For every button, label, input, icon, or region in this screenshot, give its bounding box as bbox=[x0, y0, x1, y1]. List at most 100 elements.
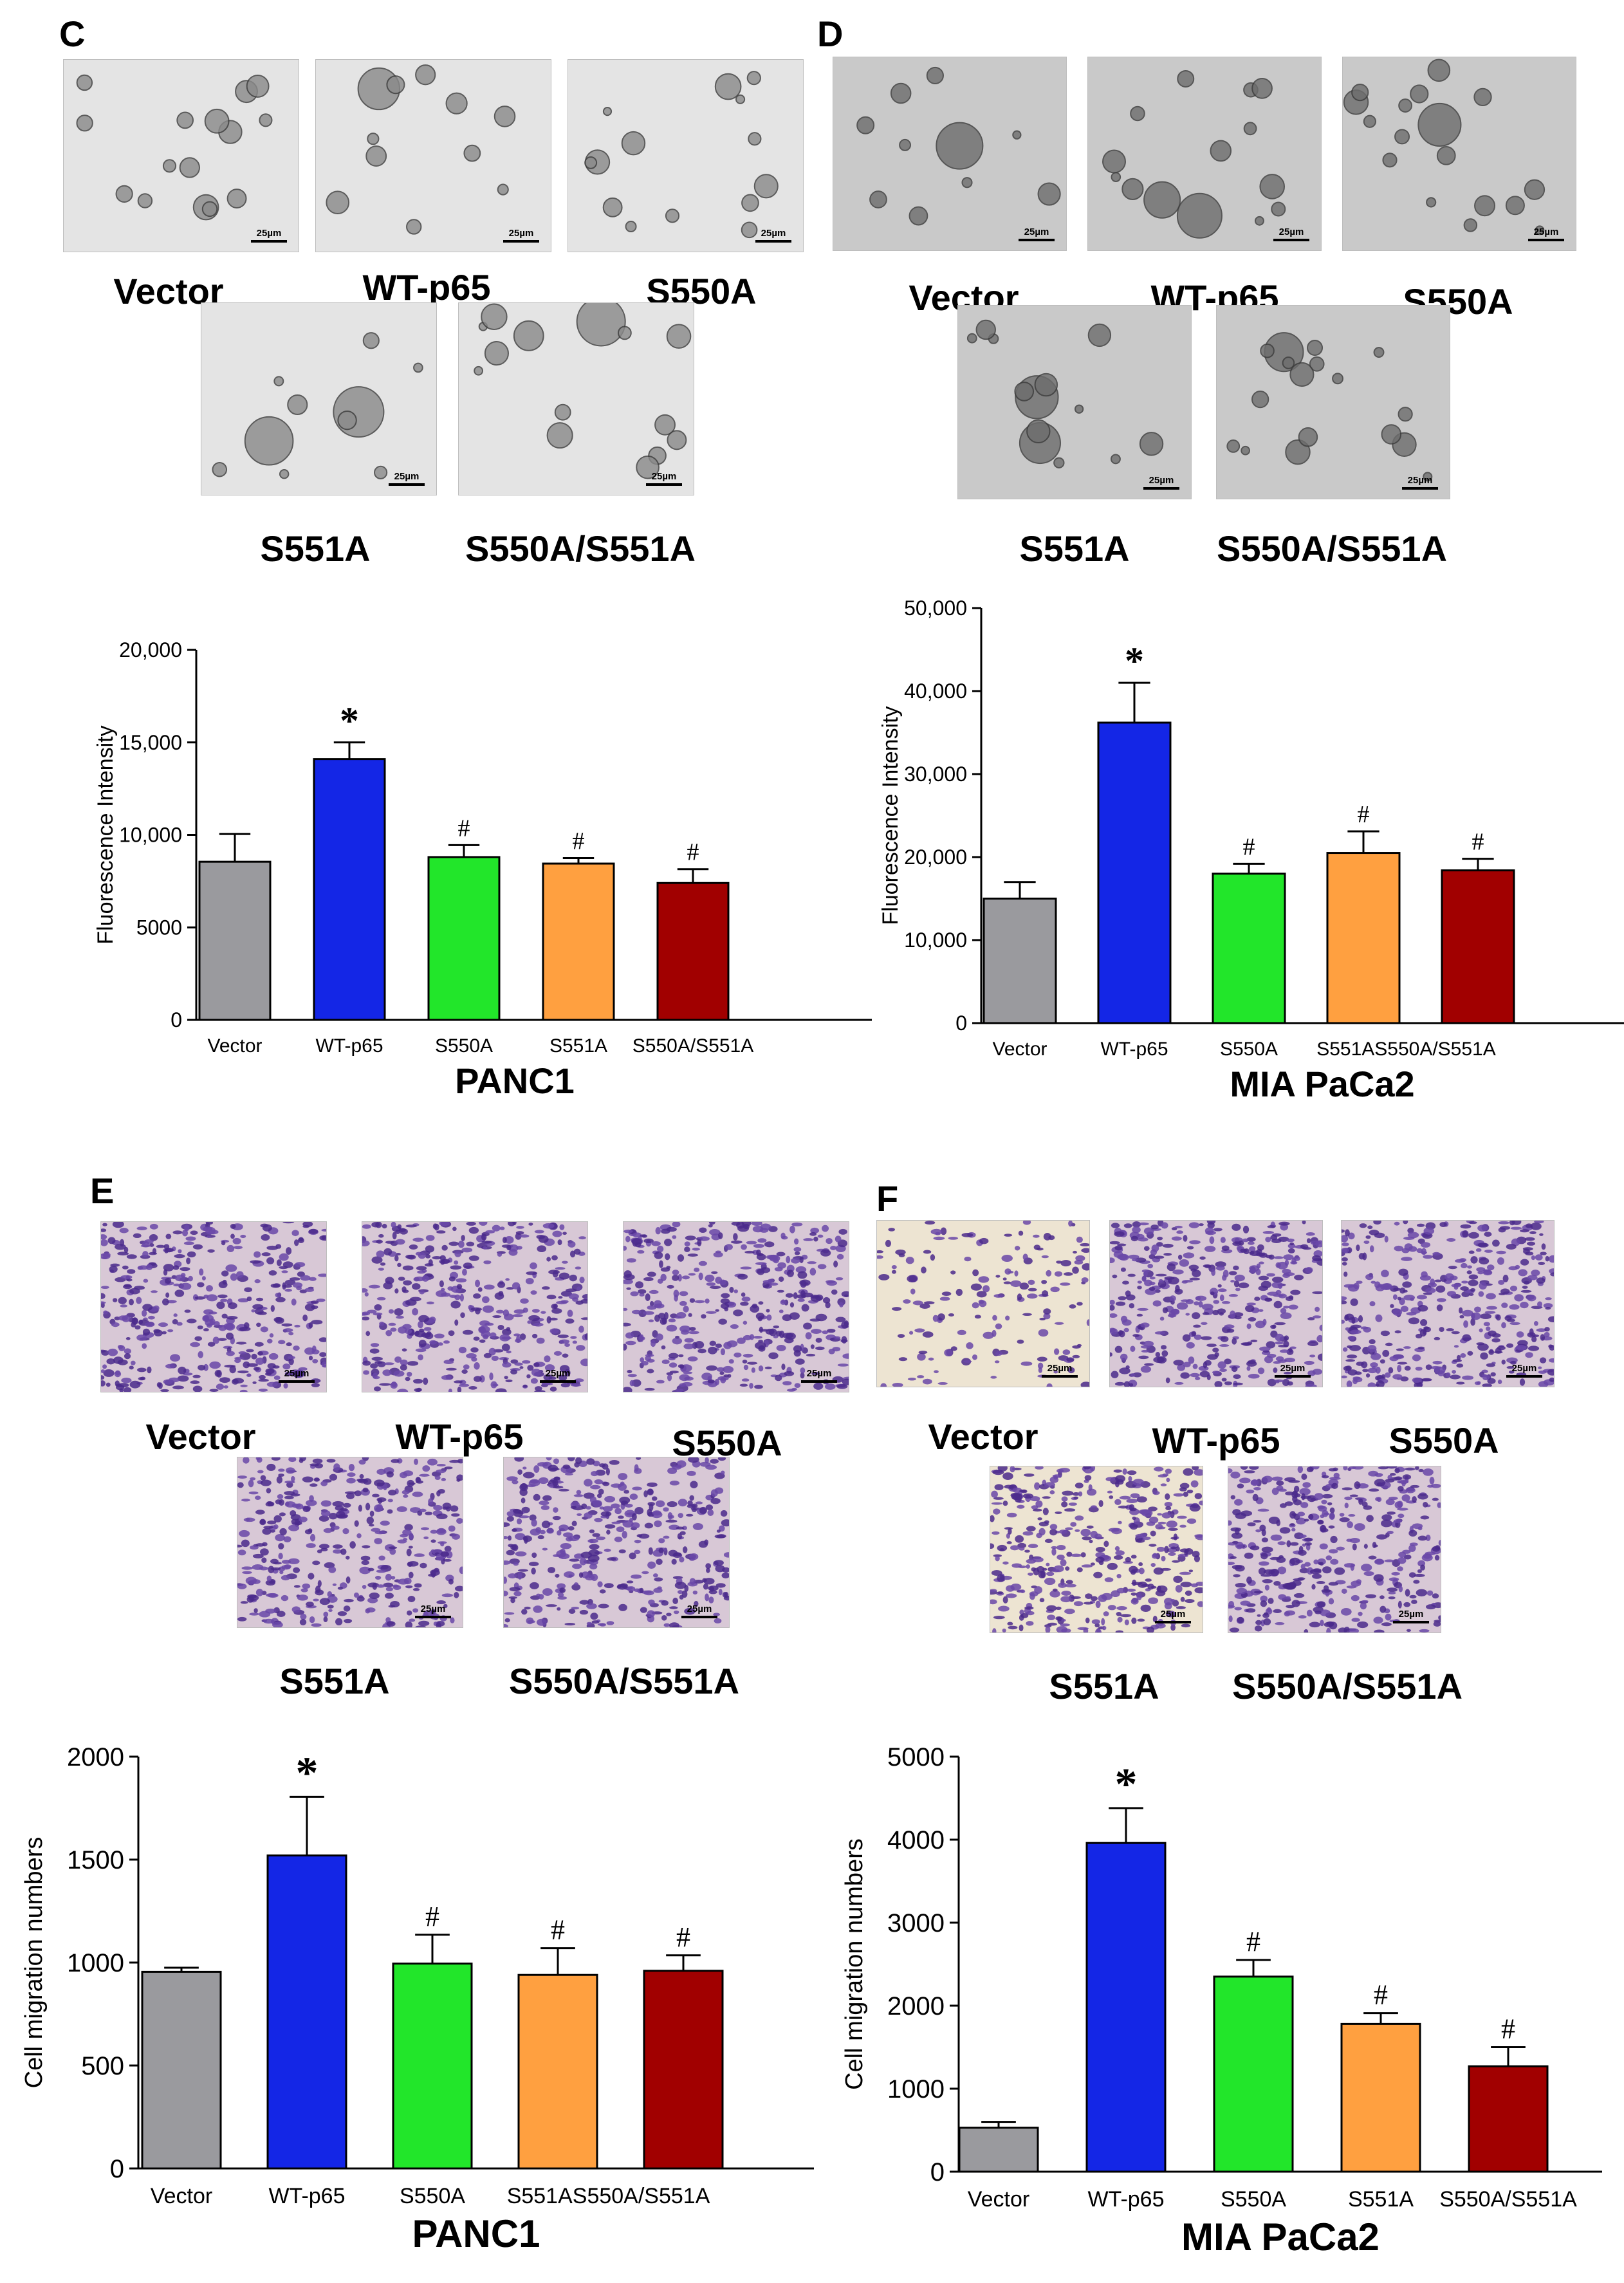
miapaca2-fluorescence-chart: 0 10,000 20,000 30,000 40,000 50,000 Fluoresce… bbox=[862, 592, 1624, 1120]
y-tick-label: 5000 bbox=[136, 916, 182, 939]
bar-vector bbox=[141, 1970, 222, 2170]
micrograph-e-s550a-s551a: 25µm bbox=[503, 1457, 730, 1628]
condition-label-e-s551a: S551A bbox=[279, 1661, 390, 1701]
condition-label-e-s550a-s551a: S550A/S551A bbox=[508, 1661, 740, 1701]
scale-bar-label: 25µm bbox=[256, 228, 282, 239]
y-axis-label: Cell migration numbers bbox=[21, 1837, 48, 2089]
significance-hash: # bbox=[551, 1914, 565, 1946]
scale-bar: 25µm bbox=[646, 471, 682, 486]
scale-bar-label: 25µm bbox=[1398, 1609, 1424, 1620]
bar-s551a bbox=[542, 862, 615, 1021]
condition-label-e-vector: Vector bbox=[145, 1416, 256, 1457]
condition-label-d-s551a: S551A bbox=[1019, 528, 1130, 569]
category-label: Vector bbox=[992, 1039, 1047, 1060]
significance-hash: # bbox=[1501, 2013, 1515, 2045]
category-label: S550A bbox=[435, 1035, 493, 1057]
scale-bar-label: 25µm bbox=[1160, 1609, 1186, 1620]
scale-bar: 25µm bbox=[279, 1368, 315, 1383]
condition-label-e-s550a: S550A bbox=[672, 1423, 782, 1463]
y-tick-label: 0 bbox=[171, 1008, 182, 1031]
category-label: S550A/S551A bbox=[632, 1035, 753, 1057]
micrograph-c-s551a: 25µm bbox=[201, 302, 437, 495]
scale-bar-label: 25µm bbox=[1511, 1363, 1537, 1374]
significance-hash: # bbox=[676, 1921, 690, 1953]
significance-star: * bbox=[340, 699, 359, 742]
scale-bar: 25µm bbox=[1528, 226, 1564, 241]
category-label: WT-p65 bbox=[315, 1035, 383, 1057]
x-axis-title: MIA PaCa2 bbox=[1181, 2215, 1379, 2259]
category-label: S550A bbox=[1220, 1039, 1278, 1060]
scale-bar: 25µm bbox=[503, 228, 539, 243]
y-tick-label: 2000 bbox=[887, 1992, 945, 2020]
y-axis-label: Fluorescence Intensity bbox=[93, 725, 118, 944]
scale-bar-label: 25µm bbox=[420, 1604, 446, 1614]
bar-vector bbox=[983, 898, 1057, 1024]
scale-bar-label: 25µm bbox=[806, 1368, 832, 1379]
miapaca2-migration-chart: 0 1000 2000 3000 4000 5000 Cell migration numb… bbox=[830, 1737, 1615, 2278]
bar-s550a bbox=[392, 1963, 473, 2170]
panel-label-e: E bbox=[90, 1170, 115, 1211]
category-label: Vector bbox=[207, 1035, 262, 1057]
scale-bar-label: 25µm bbox=[1407, 475, 1433, 486]
panc1-migration-chart: 0 500 1000 1500 2000 Cell migration numbers Ve… bbox=[13, 1737, 824, 2278]
micrograph-c-s550a: 25µm bbox=[567, 59, 804, 252]
scale-bar-label: 25µm bbox=[761, 228, 786, 239]
scale-bar-label: 25µm bbox=[1533, 226, 1559, 237]
condition-label-c-s551a: S551A bbox=[260, 528, 371, 569]
micrograph-d-vector: 25µm bbox=[833, 57, 1067, 251]
condition-label-f-s551a: S551A bbox=[1049, 1666, 1159, 1706]
y-tick-label: 2000 bbox=[67, 1743, 124, 1771]
significance-hash: # bbox=[425, 1901, 439, 1932]
y-tick-label: 500 bbox=[81, 2052, 124, 2080]
significance-hash: # bbox=[1246, 1926, 1260, 1957]
condition-label-f-vector: Vector bbox=[928, 1416, 1038, 1457]
scale-bar-label: 25µm bbox=[545, 1368, 571, 1379]
micrograph-d-s551a: 25µm bbox=[957, 305, 1192, 499]
scale-bar: 25µm bbox=[1143, 475, 1179, 490]
micrograph-c-s550a-s551a: 25µm bbox=[458, 302, 694, 495]
scale-bar-label: 25µm bbox=[1280, 1363, 1306, 1374]
bar-wt-p65 bbox=[313, 758, 386, 1021]
micrograph-e-s551a: 25µm bbox=[237, 1457, 463, 1628]
x-axis-title: MIA PaCa2 bbox=[1230, 1064, 1414, 1104]
micrograph-f-s550a: 25µm bbox=[1341, 1220, 1555, 1387]
scale-bar: 25µm bbox=[801, 1368, 837, 1383]
scale-bar-label: 25µm bbox=[1024, 226, 1049, 237]
scale-bar: 25µm bbox=[1155, 1609, 1191, 1623]
category-label: S550A bbox=[400, 2184, 465, 2208]
y-tick-label: 10,000 bbox=[904, 929, 967, 952]
significance-hash: # bbox=[1472, 829, 1484, 856]
category-label: S551A bbox=[1348, 2187, 1414, 2212]
panc1-fluorescence-chart: 0 5000 10,000 15,000 20,000 Fluorescence Inte… bbox=[77, 637, 872, 1113]
y-tick-label: 1000 bbox=[887, 2075, 945, 2103]
y-axis-label: Cell migration numbers bbox=[841, 1838, 868, 2090]
y-tick-label: 1000 bbox=[67, 1949, 124, 1977]
micrograph-c-vector: 25µm bbox=[63, 59, 299, 252]
y-tick-label: 10,000 bbox=[119, 824, 182, 847]
condition-label-c-wt-p65: WT-p65 bbox=[362, 267, 491, 308]
significance-hash: # bbox=[1358, 801, 1370, 828]
micrograph-d-s550a-s551a: 25µm bbox=[1216, 305, 1450, 499]
category-label: WT-p65 bbox=[1087, 2187, 1164, 2212]
significance-hash: # bbox=[1374, 1979, 1388, 2011]
bar-s551a bbox=[1326, 852, 1401, 1024]
scale-bar: 25µm bbox=[1275, 1363, 1311, 1378]
y-tick-label: 0 bbox=[955, 1012, 967, 1035]
significance-star: * bbox=[296, 1748, 318, 1798]
bar-s550a bbox=[427, 856, 501, 1021]
scale-bar: 25µm bbox=[1042, 1363, 1078, 1378]
significance-hash: # bbox=[687, 839, 699, 866]
micrograph-e-wt-p65: 25µm bbox=[362, 1221, 588, 1392]
condition-label-c-s550a-s551a: S550A/S551A bbox=[465, 528, 696, 569]
significance-star: * bbox=[1125, 640, 1144, 682]
y-tick-label: 50,000 bbox=[904, 596, 967, 620]
bar-s550a-s551a bbox=[1468, 2065, 1549, 2173]
scale-bar-label: 25µm bbox=[508, 228, 534, 239]
condition-label-f-s550a-s551a: S550A/S551A bbox=[1232, 1666, 1463, 1706]
category-label: S551A bbox=[549, 1035, 607, 1057]
y-tick-label: 40,000 bbox=[904, 679, 967, 703]
category-label: S551AS550A/S551A bbox=[1316, 1039, 1496, 1060]
category-label: S551AS550A/S551A bbox=[507, 2184, 710, 2208]
scale-bar: 25µm bbox=[1393, 1609, 1429, 1623]
scale-bar: 25µm bbox=[1506, 1363, 1542, 1378]
